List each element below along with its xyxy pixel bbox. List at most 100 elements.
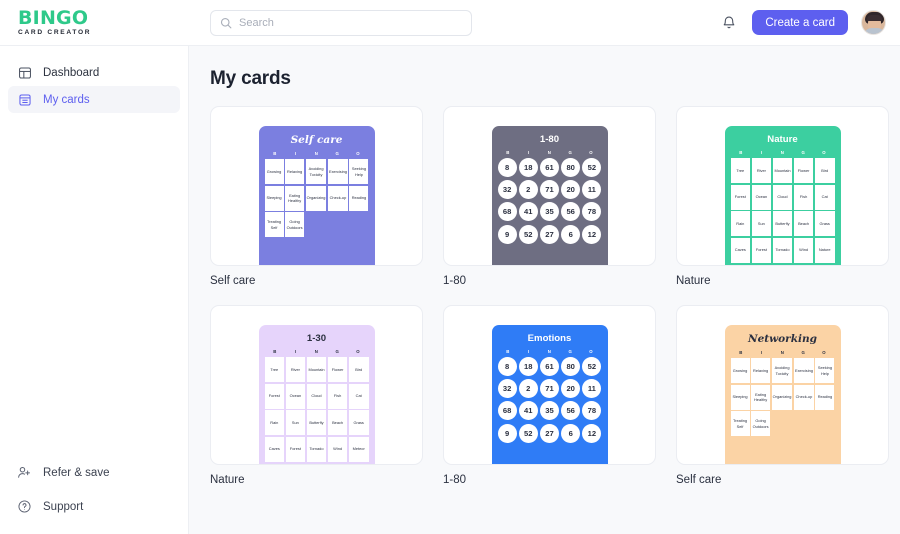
bingo-cell: Cloud [306,383,327,409]
bingo-cell: Sun [285,410,306,435]
bingo-cell: 41 [518,401,538,421]
bingo-letter: O [589,349,593,354]
bingo-cell: 6 [561,224,581,244]
sidebar-bottom-group: Refer & save Support [8,459,180,524]
bingo-cell: River [751,158,772,183]
card-thumbnail[interactable]: Emotions B I N G O 8 18 61 80 52 32 2 71 20 11 68 41 35 56 7… [443,305,656,465]
bingo-cell: 27 [539,224,559,244]
card-cell: 1-80 B I N G O 8 18 61 80 52 32 2 71 20 11 68 41 35 56 78 9 52… [443,106,656,287]
bingo-cell: Sleeping [730,384,750,410]
bingo-cell: 12 [582,224,602,244]
bingo-letter: N [314,349,319,354]
bingo-cell: Grass [348,410,369,435]
bingo-letter: O [589,150,593,155]
bingo-cell: Meteor [348,436,369,462]
cards-list-icon [17,92,32,107]
card-thumbnail[interactable]: Networking B I N G O Growing Relaxing Avoiding T… [676,305,889,465]
bingo-cell: Beach [327,410,348,435]
bingo-letter: G [568,349,573,354]
bingo-letter: B [506,150,510,155]
bingo-card-title: 1-80 [539,134,560,145]
bingo-letter: N [547,150,552,155]
card-thumbnail[interactable]: Nature B I N G O Tree River Mountain Flower Bird Fo… [676,106,889,266]
user-plus-icon [17,465,32,480]
search-bar[interactable] [210,9,472,36]
bingo-cell: 8 [497,357,517,376]
bingo-letter: G [568,150,573,155]
bingo-cell: Organizing [771,384,793,410]
bingo-cell: Exercising [327,159,348,184]
bingo-cell: Exercising [793,358,814,383]
bingo-card-preview: Nature B I N G O Tree River Mountain Flower Bird Fo… [724,126,841,265]
bingo-cell: 78 [582,401,602,421]
avatar[interactable] [861,10,886,35]
bingo-letter: N [314,151,319,156]
bingo-cell: Sun [751,211,772,236]
bingo-cell: 32 [497,180,517,200]
layout-dashboard-icon [17,65,32,80]
sidebar-item-my-cards[interactable]: My cards [8,86,180,113]
bingo-cell: 27 [539,423,559,443]
bingo-cell: 8 [497,158,517,177]
sidebar-item-dashboard[interactable]: Dashboard [8,59,180,86]
bingo-cell: Forest [730,184,751,210]
bingo-cell: 32 [497,379,517,399]
bingo-card-preview: Emotions B I N G O 8 18 61 80 52 32 2 71 20 11 68 41 35 56 7… [491,325,608,464]
bingo-cell: Sleeping [264,185,284,211]
card-label: Nature [210,474,245,486]
bingo-cell: 71 [539,379,559,399]
bingo-cell-grid: 8 18 61 80 52 32 2 71 20 11 68 41 35 56 78 9 52 27 6 12 [497,158,602,244]
bingo-cell: 71 [539,180,559,200]
bell-icon[interactable] [719,13,739,33]
bingo-letter: I [527,349,530,354]
bingo-cell: 52 [582,357,602,376]
sidebar-item-refer-and-save[interactable]: Refer & save [8,459,180,486]
bingo-card-preview: Networking B I N G O Growing Relaxing Avoiding T… [724,325,841,464]
page-title: My cards [210,68,291,89]
bingo-cell: Mountain [772,158,793,183]
card-thumbnail[interactable]: Self care B I N G O Growing Relaxing Avoiding To… [210,106,423,266]
bingo-cell: Cloud [772,184,793,210]
bingo-cell: Ocean [751,184,772,210]
card-label: 1-80 [443,474,467,486]
bingo-cell: Forest [264,383,285,409]
bingo-cell: Mountain [306,357,327,382]
bingo-cell: 52 [518,423,538,443]
question-circle-icon [17,499,32,514]
bingo-cell: Rain [264,410,285,435]
bingo-cell: 68 [497,202,517,222]
brand-logo[interactable]: BINGO CARD CREATOR [0,6,189,37]
bingo-letter: B [273,349,277,354]
sidebar-item-support[interactable]: Support [8,493,180,520]
bingo-cell: River [285,357,306,382]
search-input[interactable] [239,16,462,29]
bingo-letter: B [273,151,277,156]
bingo-letter: N [780,150,785,155]
bingo-letter: G [335,349,340,354]
card-thumbnail[interactable]: 1-30 B I N G O Tree River Mountain Flower Bird Fore… [210,305,423,465]
bingo-cell: Organizing [305,185,327,211]
bingo-cell: Going Outdoors [751,411,771,436]
card-thumbnail[interactable]: 1-80 B I N G O 8 18 61 80 52 32 2 71 20 11 68 41 35 56 78 9 52… [443,106,656,266]
bingo-cell: Fish [327,383,348,409]
bingo-cell: 18 [518,158,538,177]
create-a-card-button[interactable]: Create a card [752,10,848,35]
bingo-cell: 52 [518,224,538,244]
sidebar-item-label: My cards [43,93,90,106]
bingo-cell: Tree [264,357,285,382]
app-header: BINGO CARD CREATOR Create a card [0,0,900,46]
bingo-cell: Relaxing [751,358,771,383]
bingo-cell: Avoiding Toxicity [305,159,327,184]
bingo-cell: Butterfly [772,211,793,236]
card-cell: Networking B I N G O Growing Relaxing Avoiding T… [676,305,889,486]
card-label: Nature [676,275,711,287]
brand-name: BINGO [18,6,89,29]
bingo-cell: 9 [497,423,517,443]
card-label: Self care [676,474,722,486]
bingo-cell: 41 [518,202,538,222]
bingo-cell-grid: Growing Relaxing Avoiding Toxicity Exercisi… [730,358,835,436]
bingo-cell: 56 [561,202,581,222]
bingo-cell: Butterfly [306,410,327,435]
